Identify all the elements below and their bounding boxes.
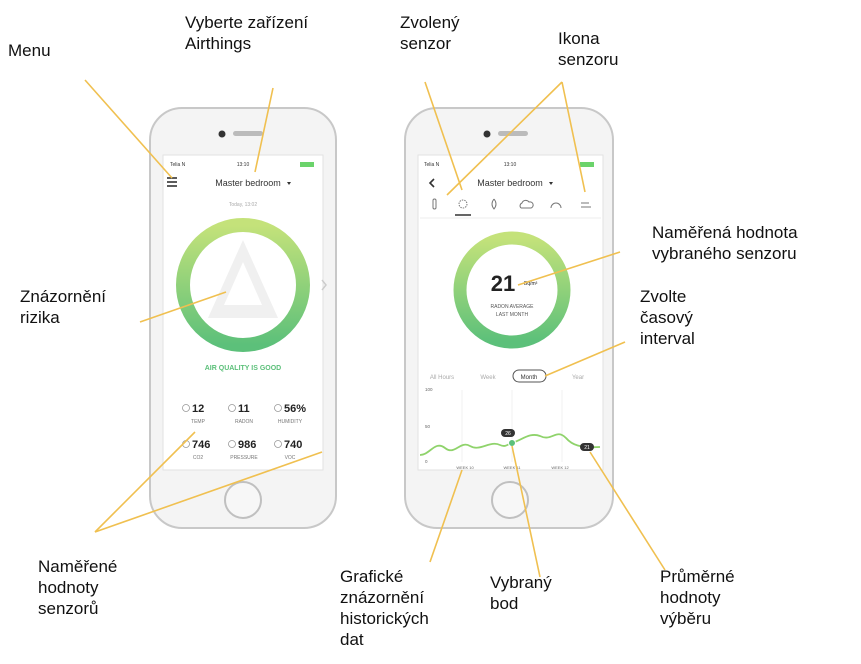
reading-label: VOC: [285, 455, 296, 461]
interval-tab[interactable]: Month: [521, 375, 538, 381]
annotation: Menu: [8, 40, 51, 61]
reading-label: RADON: [235, 419, 253, 425]
device-name[interactable]: Master bedroom: [215, 178, 281, 188]
interval-tab[interactable]: Week: [480, 375, 496, 381]
axis-label: 100: [425, 387, 433, 392]
reading-label: HUMIDITY: [278, 419, 303, 425]
time: 13:10: [504, 162, 517, 168]
reading-label: PRESSURE: [230, 455, 258, 461]
reading-value: 740: [284, 439, 302, 451]
air-quality-status: AIR QUALITY IS GOOD: [205, 365, 282, 372]
date: Today, 13:02: [229, 202, 257, 208]
device-name[interactable]: Master bedroom: [477, 178, 543, 188]
caption: LAST MONTH: [496, 312, 529, 318]
page: Telia N 13:10 Master bedroom Today, 13:0…: [0, 0, 861, 664]
week-label: WEEK 10: [456, 465, 474, 470]
interval-tab[interactable]: Year: [572, 375, 584, 381]
diagram: Telia N 13:10 Master bedroom Today, 13:0…: [0, 0, 861, 664]
phone-right: Telia N 13:10 Master bedroom 21 Bq/m³ RA…: [405, 108, 613, 528]
time: 13:10: [237, 162, 250, 168]
reading-value: 11: [238, 403, 250, 415]
selected-point[interactable]: [509, 440, 516, 447]
reading-value: 12: [192, 403, 204, 415]
carrier: Telia N: [170, 162, 186, 168]
point-label: 26: [505, 431, 511, 437]
sensor-value: 21: [491, 271, 515, 296]
caption: RADON AVERAGE: [491, 304, 535, 310]
reading-value: 986: [238, 439, 256, 451]
week-label: WEEK 11: [503, 465, 521, 470]
reading-label: TEMP: [191, 419, 206, 425]
reading-value: 56%: [284, 403, 306, 415]
interval-tab[interactable]: All Hours: [430, 375, 454, 381]
carrier: Telia N: [424, 162, 440, 168]
average-label: 21: [584, 445, 590, 451]
reading-value: 746: [192, 439, 210, 451]
axis-label: 50: [425, 424, 431, 429]
reading-label: CO2: [193, 455, 204, 461]
phone-left: Telia N 13:10 Master bedroom Today, 13:0…: [150, 108, 336, 528]
week-label: WEEK 12: [551, 465, 569, 470]
